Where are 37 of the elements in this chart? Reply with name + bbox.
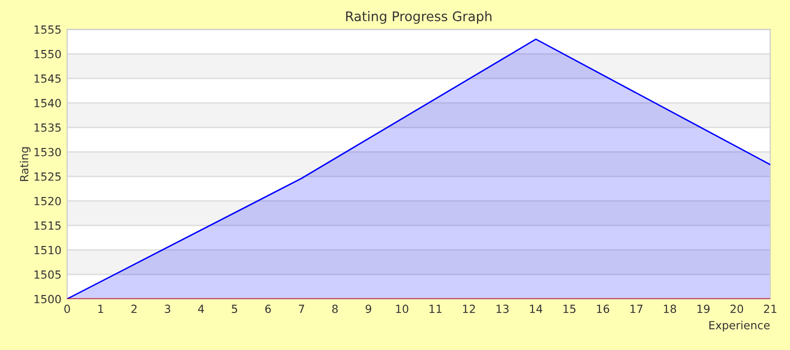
x-tick-label: 10 [396, 304, 408, 314]
y-tick-label: 1500 [34, 294, 61, 304]
x-tick-label: 20 [730, 304, 744, 314]
y-tick-label: 1525 [34, 172, 61, 181]
y-tick-label: 1550 [34, 50, 61, 58]
x-tick-label: 3 [164, 304, 170, 314]
x-tick-label: 13 [496, 304, 509, 314]
x-axis-title: Experience [709, 320, 770, 332]
x-tick-label: 1 [98, 304, 104, 313]
x-tick-label: 4 [198, 304, 204, 313]
x-tick-label: 14 [530, 304, 542, 313]
y-tick-label: 1505 [34, 270, 61, 279]
y-tick-label: 1520 [34, 196, 61, 206]
x-tick-label: 7 [298, 304, 304, 313]
x-tick-label: 15 [564, 304, 576, 314]
x-tick-label: 21 [764, 304, 776, 313]
chart-title: Rating Progress Graph [346, 11, 492, 24]
x-tick-label: 12 [463, 304, 475, 313]
x-tick-label: 19 [697, 304, 710, 314]
y-tick-label: 1530 [34, 148, 61, 156]
y-tick-label: 1540 [34, 98, 61, 108]
y-tick-label: 1555 [34, 26, 61, 34]
x-tick-label: 17 [630, 304, 642, 313]
y-axis-title: Rating [20, 147, 31, 181]
y-tick-label: 1545 [34, 74, 61, 83]
y-tick-label: 1510 [34, 246, 61, 254]
y-tick-label: 1515 [34, 222, 61, 230]
x-tick-label: 5 [232, 304, 238, 314]
x-tick-label: 16 [596, 304, 610, 314]
y-tick-label: 1535 [34, 123, 61, 132]
x-tick-label: 11 [430, 304, 442, 313]
x-tick-label: 2 [131, 304, 137, 313]
x-tick-label: 8 [332, 304, 338, 314]
x-tick-label: 6 [265, 304, 271, 314]
x-tick-label: 18 [664, 304, 676, 314]
x-tick-label: 9 [366, 304, 372, 314]
x-tick-label: 0 [64, 304, 70, 314]
